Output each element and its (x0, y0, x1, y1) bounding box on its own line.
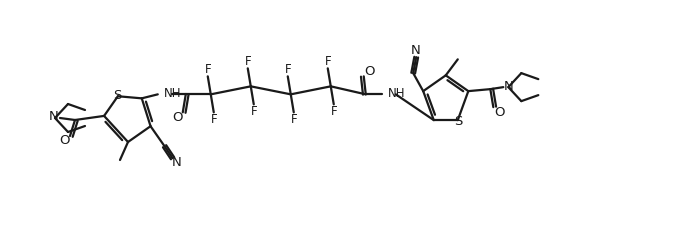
Text: N: N (49, 111, 59, 124)
Text: O: O (172, 111, 183, 124)
Text: O: O (494, 106, 505, 119)
Text: F: F (244, 55, 251, 68)
Text: O: O (60, 133, 70, 147)
Text: F: F (325, 55, 331, 68)
Text: N: N (410, 44, 420, 57)
Text: O: O (365, 65, 375, 78)
Text: N: N (503, 80, 513, 93)
Text: N: N (172, 156, 181, 169)
Text: NH: NH (164, 87, 181, 100)
Text: F: F (330, 105, 337, 118)
Text: F: F (290, 113, 297, 126)
Text: F: F (251, 105, 257, 118)
Text: F: F (211, 113, 217, 126)
Text: S: S (454, 115, 463, 128)
Text: NH: NH (388, 87, 405, 100)
Text: F: F (284, 63, 291, 76)
Text: F: F (204, 63, 211, 76)
Text: S: S (113, 89, 121, 102)
